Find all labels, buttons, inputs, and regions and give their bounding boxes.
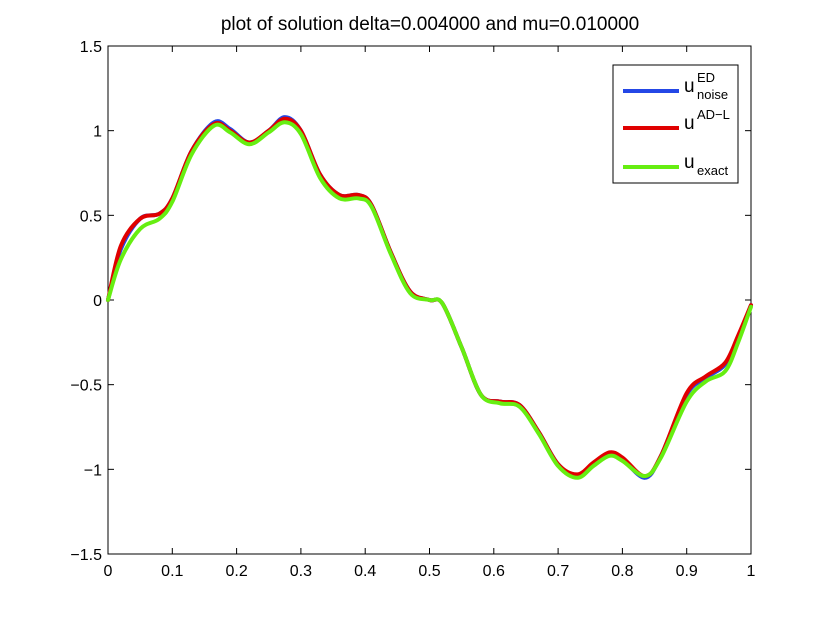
y-tick-label: 0	[93, 293, 102, 310]
legend-entry-u-exact: u exact	[623, 152, 728, 178]
y-tick-label: 1.5	[80, 39, 102, 56]
y-tick-label: −1.5	[70, 547, 102, 564]
x-tick-label: 0.2	[225, 563, 247, 580]
legend-entry-u-noise: u ED noise	[623, 70, 728, 102]
legend-label-subscript: exact	[697, 163, 728, 178]
chart-title: plot of solution delta=0.004000 and mu=0…	[221, 14, 639, 35]
x-tick-label: 0.3	[290, 563, 312, 580]
x-tick-label: 0.4	[354, 563, 376, 580]
x-tick-label: 0.9	[676, 563, 698, 580]
x-axis: 0 0.1 0.2 0.3 0.4 0.5 0.6 0.7 0.8 0.9 1	[104, 46, 756, 580]
x-tick-label: 0.8	[611, 563, 633, 580]
legend-entry-u-adl: u AD−L	[623, 107, 730, 134]
series-layer	[106, 115, 753, 480]
x-tick-label: 0.6	[483, 563, 505, 580]
y-tick-label: 0.5	[80, 208, 102, 225]
legend-label-superscript: ED	[697, 70, 715, 85]
legend-label-base: u	[684, 113, 695, 134]
legend-label-base: u	[684, 76, 695, 97]
x-tick-label: 1	[747, 563, 756, 580]
x-tick-label: 0.7	[547, 563, 569, 580]
x-tick-label: 0.5	[418, 563, 440, 580]
series-line-u-exact	[106, 120, 753, 480]
y-tick-label: −0.5	[70, 378, 102, 395]
legend-label-base: u	[684, 152, 695, 173]
legend-label-superscript: AD−L	[697, 107, 730, 122]
legend-box	[612, 64, 739, 184]
x-tick-label: 0	[104, 563, 113, 580]
y-tick-label: 1	[93, 124, 102, 141]
legend-label-subscript: noise	[697, 87, 728, 102]
y-axis: −1.5 −1 −0.5 0 0.5 1 1.5	[70, 39, 751, 564]
x-tick-label: 0.1	[161, 563, 183, 580]
y-tick-label: −1	[84, 462, 102, 479]
